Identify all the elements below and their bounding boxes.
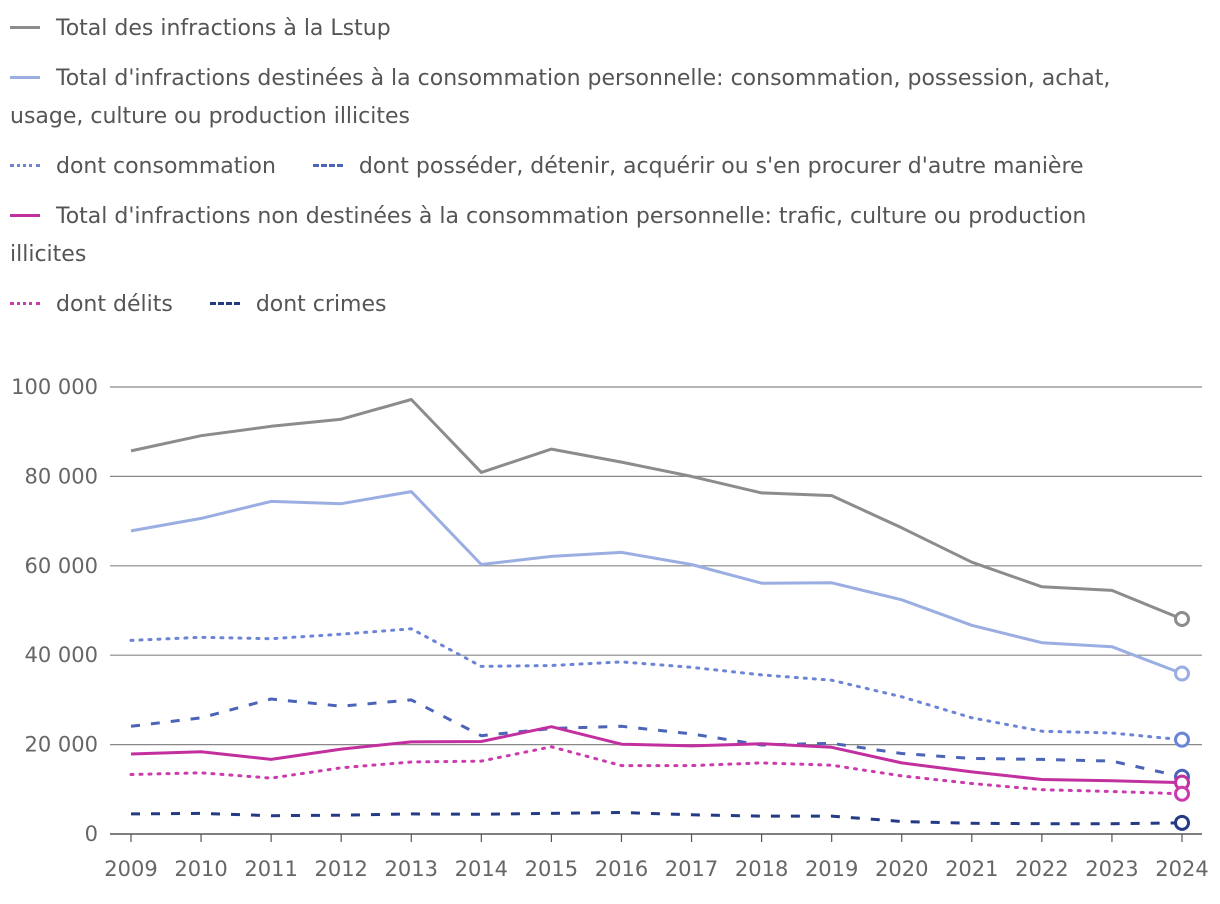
legend-swatch-dont-consommation: [10, 163, 40, 167]
x-tick-label-2020: 2020: [875, 857, 928, 881]
legend-item-non-consommation[interactable]: Total d'infractions non destinées à la c…: [10, 204, 1086, 267]
series-line-dont-crimes[interactable]: [130, 811, 1183, 826]
legend-swatch-dont-posseder: [312, 163, 343, 167]
x-tick-label-2010: 2010: [174, 857, 227, 881]
y-axis-tick-labels: 0 20 000 40 000 60 000 80 000 100 000: [11, 375, 98, 846]
x-tick-label-2021: 2021: [945, 857, 998, 881]
y-tick-label-40000: 40 000: [25, 643, 98, 667]
x-tick-label-2019: 2019: [805, 857, 858, 881]
x-tick-label-2018: 2018: [735, 857, 788, 881]
legend-row-1: Total des infractions à la Lstup: [10, 10, 1170, 48]
legend-swatch-non-consommation: [10, 213, 40, 217]
x-tick-label-2022: 2022: [1015, 857, 1068, 881]
legend-item-consommation-personnelle[interactable]: Total d'infractions destinées à la conso…: [10, 66, 1110, 129]
y-tick-label-0: 0: [85, 822, 98, 846]
x-axis: 2009 2010 2011 2012 2013 2014 2015 2016 2017 2018…: [104, 834, 1209, 881]
legend-row-5: dont délits dont crimes: [10, 286, 1170, 324]
series-line-total-d-infractions-destinees-a-la-conso[interactable]: [130, 490, 1183, 675]
x-tick-label-2017: 2017: [665, 857, 718, 881]
end-marker-dont-delits[interactable]: [1174, 785, 1190, 802]
series-line-dont-delits[interactable]: [129, 745, 1184, 796]
x-tick-label-2015: 2015: [525, 857, 578, 881]
legend-label-dont-posseder: dont posséder, détenir, acquérir ou s'en…: [358, 154, 1084, 179]
legend-row-2: Total d'infractions destinées à la conso…: [10, 60, 1170, 136]
x-tick-label-2024: 2024: [1155, 857, 1208, 881]
y-tick-label-80000: 80 000: [25, 464, 98, 488]
x-tick-label-2013: 2013: [385, 857, 438, 881]
legend-swatch-consommation-personnelle: [10, 75, 40, 79]
x-tick-label-2012: 2012: [314, 857, 367, 881]
end-markers: [1174, 610, 1190, 831]
end-marker-total-d-infractions-destinees-a-la-conso[interactable]: [1174, 665, 1190, 682]
end-marker-dont-crimes[interactable]: [1174, 814, 1190, 831]
series-lines: [129, 398, 1184, 826]
legend-label-dont-crimes: dont crimes: [255, 292, 387, 317]
legend-swatch-total-lstup: [10, 25, 40, 29]
x-tick-label-2016: 2016: [595, 857, 648, 881]
legend-row-3: dont consommation dont posséder, détenir…: [10, 148, 1170, 186]
legend-label-non-consommation: Total d'infractions non destinées à la c…: [10, 204, 1087, 267]
legend-item-dont-delits[interactable]: dont délits: [10, 292, 180, 317]
series-line-total-d-infractions-non-destinees-a-la-c[interactable]: [130, 725, 1183, 785]
series-line-total-des-infractions-a-la-lstup[interactable]: [130, 398, 1183, 621]
y-tick-label-20000: 20 000: [25, 733, 98, 757]
x-tick-label-2011: 2011: [244, 857, 297, 881]
end-marker-total-des-infractions-a-la-lstup[interactable]: [1174, 610, 1190, 627]
legend-label-consommation-personnelle: Total d'infractions destinées à la conso…: [10, 66, 1111, 129]
legend-item-dont-consommation[interactable]: dont consommation: [10, 154, 283, 179]
legend-item-dont-posseder[interactable]: dont posséder, détenir, acquérir ou s'en…: [312, 154, 1084, 179]
legend-row-4: Total d'infractions non destinées à la c…: [10, 198, 1170, 274]
legend-label-dont-consommation: dont consommation: [56, 154, 276, 179]
x-tick-label-2014: 2014: [455, 857, 508, 881]
legend: Total des infractions à la Lstup Total d…: [10, 10, 1170, 336]
legend-label-total-lstup: Total des infractions à la Lstup: [56, 16, 391, 41]
legend-item-total-lstup[interactable]: Total des infractions à la Lstup: [10, 16, 391, 41]
grid-lines: [110, 386, 1202, 835]
end-marker-dont-consommation[interactable]: [1174, 731, 1190, 748]
legend-label-dont-delits: dont délits: [56, 292, 173, 317]
legend-item-dont-crimes[interactable]: dont crimes: [209, 292, 387, 317]
y-tick-label-100000: 100 000: [11, 375, 98, 399]
x-tick-label-2009: 2009: [104, 857, 157, 881]
legend-swatch-dont-crimes: [209, 301, 240, 305]
legend-swatch-dont-delits: [10, 301, 40, 305]
series-line-dont-consommation[interactable]: [129, 627, 1184, 742]
x-tick-label-2023: 2023: [1085, 857, 1138, 881]
y-tick-label-60000: 60 000: [25, 554, 98, 578]
